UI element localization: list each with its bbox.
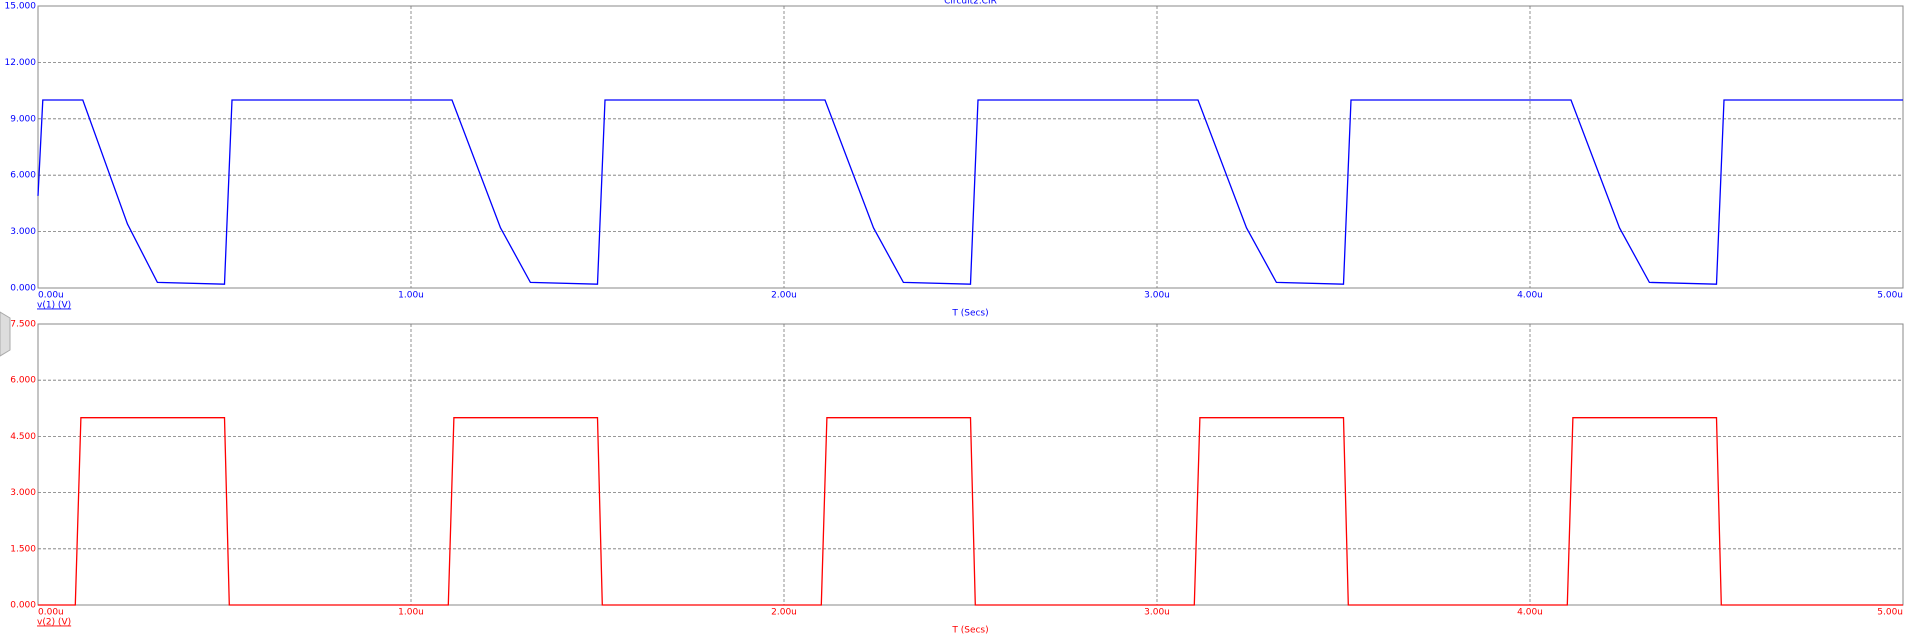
- y-tick-label: 9.000: [10, 114, 36, 124]
- y-tick-label: 1.500: [10, 544, 36, 554]
- x-tick-label: 2.00u: [771, 608, 797, 618]
- x-tick-label: 2.00u: [771, 291, 797, 301]
- y-tick-label: 15.000: [5, 2, 37, 12]
- y-tick-label: 0.000: [10, 284, 36, 294]
- x-tick-label: 3.00u: [1144, 291, 1170, 301]
- y-tick-label: 12.000: [5, 58, 37, 68]
- legend-entry: v(2) (V): [37, 618, 71, 628]
- plot-area: [37, 323, 1904, 606]
- x-tick-label: 5.00u: [1877, 291, 1903, 301]
- x-axis-label: T (Secs): [951, 626, 988, 636]
- y-tick-label: 6.000: [10, 171, 36, 181]
- x-tick-label: 5.00u: [1877, 608, 1903, 618]
- x-tick-label: 0.00u: [38, 608, 64, 618]
- y-tick-label: 6.000: [10, 376, 36, 386]
- legend-entry: v(1) (V): [37, 301, 71, 311]
- x-tick-label: 1.00u: [398, 608, 424, 618]
- x-tick-label: 1.00u: [398, 291, 424, 301]
- y-tick-label: 0.000: [10, 601, 36, 611]
- x-tick-label: 3.00u: [1144, 608, 1170, 618]
- x-tick-label: 4.00u: [1517, 291, 1543, 301]
- x-tick-label: 4.00u: [1517, 608, 1543, 618]
- y-tick-label: 3.000: [10, 488, 36, 498]
- y-tick-label: 3.000: [10, 227, 36, 237]
- x-axis-label: T (Secs): [951, 309, 988, 319]
- series-line: [38, 417, 1903, 606]
- panel-handle[interactable]: [0, 311, 11, 357]
- chart-title: Circuit2.CIR: [944, 0, 997, 7]
- plot-area: [37, 5, 1904, 289]
- x-tick-label: 0.00u: [38, 291, 64, 301]
- series-line: [37, 99, 1903, 285]
- y-tick-label: 4.500: [10, 432, 36, 442]
- y-tick-label: 7.500: [10, 320, 36, 330]
